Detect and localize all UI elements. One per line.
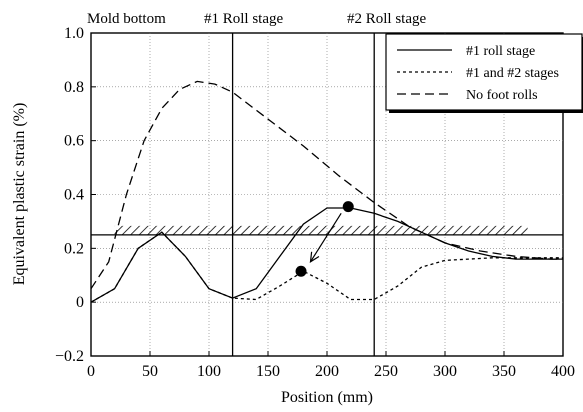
series-line-2 [90,80,563,290]
y-tick-label-5: 0.8 [64,79,84,96]
legend-label-roll1-2: #1 and #2 stages [466,66,559,81]
data-marker-0 [342,201,354,213]
y-tick-label-3: 0.4 [64,187,84,204]
x-axis-label: Position (mm) [281,389,373,406]
series-line-0 [90,207,563,303]
arrow-shaft [309,213,342,263]
data-markers [295,201,354,277]
x-tick-label-5: 250 [374,363,398,380]
legend: #1 roll stage #1 and #2 stages No foot r… [385,33,583,113]
stage-label-mold-bottom: Mold bottom [87,11,166,27]
y-tick-label-4: 0.6 [64,133,84,150]
stage-lines [231,33,375,356]
y-tick-label-0: −0.2 [55,348,84,365]
series-line-1 [90,231,563,303]
threshold-band [91,225,563,236]
data-marker-1 [295,265,307,277]
legend-label-no-foot: No foot rolls [466,88,538,103]
stage-label-roll-1: #1 Roll stage [204,11,284,27]
x-tick-label-3: 150 [256,363,280,380]
x-tick-label-7: 350 [492,363,516,380]
arrow-head [309,251,320,263]
y-tick-label-1: 0 [76,294,84,311]
x-tick-label-1: 50 [142,363,158,380]
legend-box [385,33,583,111]
threshold-hatch [114,225,528,235]
legend-label-roll1: #1 roll stage [466,44,535,59]
series-lines [90,80,563,303]
x-tick-label-0: 0 [87,363,95,380]
x-tick-label-2: 100 [197,363,221,380]
y-tick-label-2: 0.2 [64,240,84,257]
x-tick-label-8: 400 [551,363,575,380]
y-axis-label: Equivalent plastic strain (%) [11,103,28,286]
y-tick-label-6: 1.0 [64,25,84,42]
x-tick-label-4: 200 [315,363,339,380]
tick-labels: 0 50 100 150 200 250 300 350 400−0.200.20.40.60.… [55,25,575,380]
stage-label-roll-2: #2 Roll stage [347,11,427,27]
x-tick-label-6: 300 [433,363,457,380]
